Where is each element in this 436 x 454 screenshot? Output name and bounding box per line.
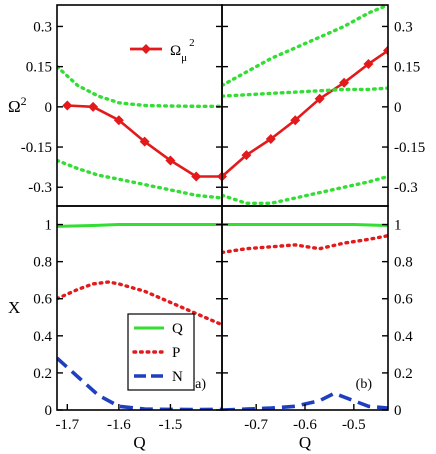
data-point [165, 155, 176, 166]
data-point [139, 136, 150, 147]
legend: QPN [127, 313, 195, 391]
data-point [113, 115, 124, 126]
chart-layer: -0.3 -0.15 0 0.15 0.3 Ω2 Ωμ2 -0.3 -0.15 0 0.15 0.3 0… [8, 4, 425, 452]
data-point [217, 171, 222, 182]
series-line- [222, 49, 388, 178]
y-tick-label: 0.4 [394, 329, 413, 345]
series-group [222, 5, 388, 206]
x-axis-label: Q [299, 433, 311, 452]
data-point [339, 77, 350, 88]
y-tick-label: 0.2 [394, 366, 413, 382]
data-point [290, 115, 301, 126]
y-tick-label: 0 [394, 100, 402, 116]
legend: Ωμ2 [130, 37, 195, 64]
panel-top-left: -0.3 -0.15 0 0.15 0.3 Ω2 Ωμ2 [8, 4, 223, 207]
x-tick-label: -1.5 [159, 417, 183, 433]
y-tick-label: 0 [45, 100, 53, 116]
x-tick-label: -0.7 [244, 417, 268, 433]
data-point [88, 101, 99, 112]
data-point [191, 171, 202, 182]
y-axis-label: Ω2 [8, 94, 27, 116]
series-line-guide-1 [222, 5, 388, 88]
y-tick-label: 0.6 [394, 292, 413, 308]
y-tick-label: -0.15 [21, 140, 52, 156]
x-tick-label: -0.5 [342, 417, 366, 433]
legend-label: N [172, 369, 183, 385]
data-point [383, 45, 388, 56]
x-tick-label: -1.6 [107, 417, 131, 433]
y-tick-label: 0.3 [394, 19, 413, 35]
panel-bottom-right: 0 0.2 0.4 0.6 0.8 1 -0.7 -0.6 -0.5 Q (b) [221, 205, 413, 452]
y-tick-label: 0.8 [394, 255, 413, 271]
y-tick-label: 0.6 [33, 292, 52, 308]
y-tick-label: 1 [45, 218, 53, 234]
legend-label-exponent: 2 [189, 37, 195, 49]
series-line-guide-2 [57, 158, 222, 200]
data-point [265, 134, 276, 144]
data-point [241, 150, 252, 161]
y-tick-label: 0.15 [26, 60, 52, 76]
legend-swatch-marker [141, 44, 151, 54]
y-tick-label: 0.2 [33, 366, 52, 382]
y-axis-label-exponent: 2 [21, 94, 27, 108]
legend-label: Ωμ2 [170, 37, 195, 64]
y-tick-label: 0.15 [394, 60, 420, 76]
y-tick-label: 0 [394, 403, 402, 419]
y-tick-label: 1 [394, 218, 402, 234]
legend-label-subscript: μ [181, 52, 187, 64]
series-group [222, 223, 388, 410]
data-point [314, 93, 325, 104]
series-line-guide-3 [222, 174, 388, 206]
series-line-q [222, 223, 388, 227]
x-axis-label: Q [133, 433, 145, 452]
x-tick-label: -1.7 [55, 417, 79, 433]
series-group [57, 64, 222, 200]
series-line-q [57, 223, 222, 228]
data-point [62, 100, 73, 111]
y-tick-label: -0.15 [394, 140, 425, 156]
y-tick-label: -0.3 [28, 180, 52, 196]
y-tick-label: 0 [45, 403, 53, 419]
series-line-guide-2 [222, 86, 388, 98]
panel-top-right: -0.3 -0.15 0 0.15 0.3 [221, 4, 425, 207]
series-line-p [222, 233, 388, 255]
data-point [222, 171, 227, 182]
y-tick-label: -0.3 [394, 180, 418, 196]
legend-label: Q [172, 321, 183, 337]
series-line-p [57, 280, 222, 327]
series-line-n [222, 391, 388, 410]
y-tick-label: 0.8 [33, 255, 52, 271]
legend-label: P [172, 345, 180, 361]
y-tick-label: 0.4 [33, 329, 52, 345]
series-line-guide-1 [57, 64, 222, 109]
data-point [363, 58, 374, 69]
y-axis-label: X [8, 298, 20, 317]
panel-bottom-left: 00.20.40.60.81-1.7 -1.6 -1.5QX(a)QPN [8, 205, 223, 452]
panel-tag: (b) [356, 377, 373, 392]
y-tick-label: 0.3 [33, 19, 52, 35]
x-tick-label: -0.6 [293, 417, 317, 433]
panel-frame [221, 4, 389, 207]
